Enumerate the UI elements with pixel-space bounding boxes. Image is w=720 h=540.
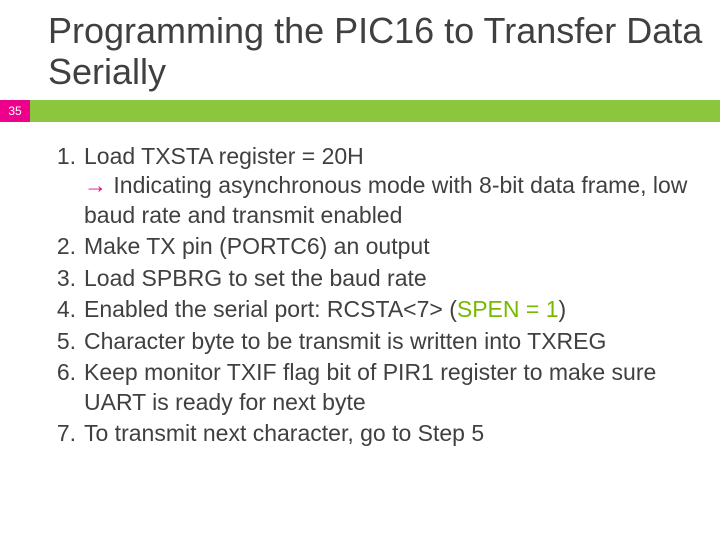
item-subtext: → Indicating asynchronous mode with 8-bi… bbox=[84, 171, 690, 230]
list-item: Load SPBRG to set the baud rate bbox=[40, 264, 690, 293]
list-item: Make TX pin (PORTC6) an output bbox=[40, 232, 690, 261]
divider-bar bbox=[0, 100, 720, 122]
item-text: Load TXSTA register = 20H bbox=[84, 143, 364, 169]
arrow-icon: → bbox=[84, 172, 107, 198]
content-area: Load TXSTA register = 20H → Indicating a… bbox=[40, 142, 690, 450]
page-number-badge: 35 bbox=[0, 100, 30, 122]
item-text-a: Enabled the serial port: RCSTA<7> ( bbox=[84, 296, 457, 322]
list-item: Character byte to be transmit is written… bbox=[40, 327, 690, 356]
list-item: Load TXSTA register = 20H → Indicating a… bbox=[40, 142, 690, 230]
item-text-b: SPEN = 1 bbox=[457, 296, 559, 322]
title-area: Programming the PIC16 to Transfer Data S… bbox=[0, 0, 720, 93]
item-text: Character byte to be transmit is written… bbox=[84, 328, 606, 354]
item-text: Make TX pin (PORTC6) an output bbox=[84, 233, 430, 259]
item-text-c: ) bbox=[559, 296, 567, 322]
page-title: Programming the PIC16 to Transfer Data S… bbox=[48, 10, 720, 93]
item-sub-content: Indicating asynchronous mode with 8-bit … bbox=[84, 172, 687, 227]
list-item: To transmit next character, go to Step 5 bbox=[40, 419, 690, 448]
list-item: Keep monitor TXIF flag bit of PIR1 regis… bbox=[40, 358, 690, 417]
item-text: To transmit next character, go to Step 5 bbox=[84, 420, 484, 446]
steps-list: Load TXSTA register = 20H → Indicating a… bbox=[40, 142, 690, 448]
item-text: Keep monitor TXIF flag bit of PIR1 regis… bbox=[84, 359, 656, 414]
item-text: Load SPBRG to set the baud rate bbox=[84, 265, 427, 291]
list-item: Enabled the serial port: RCSTA<7> (SPEN … bbox=[40, 295, 690, 324]
